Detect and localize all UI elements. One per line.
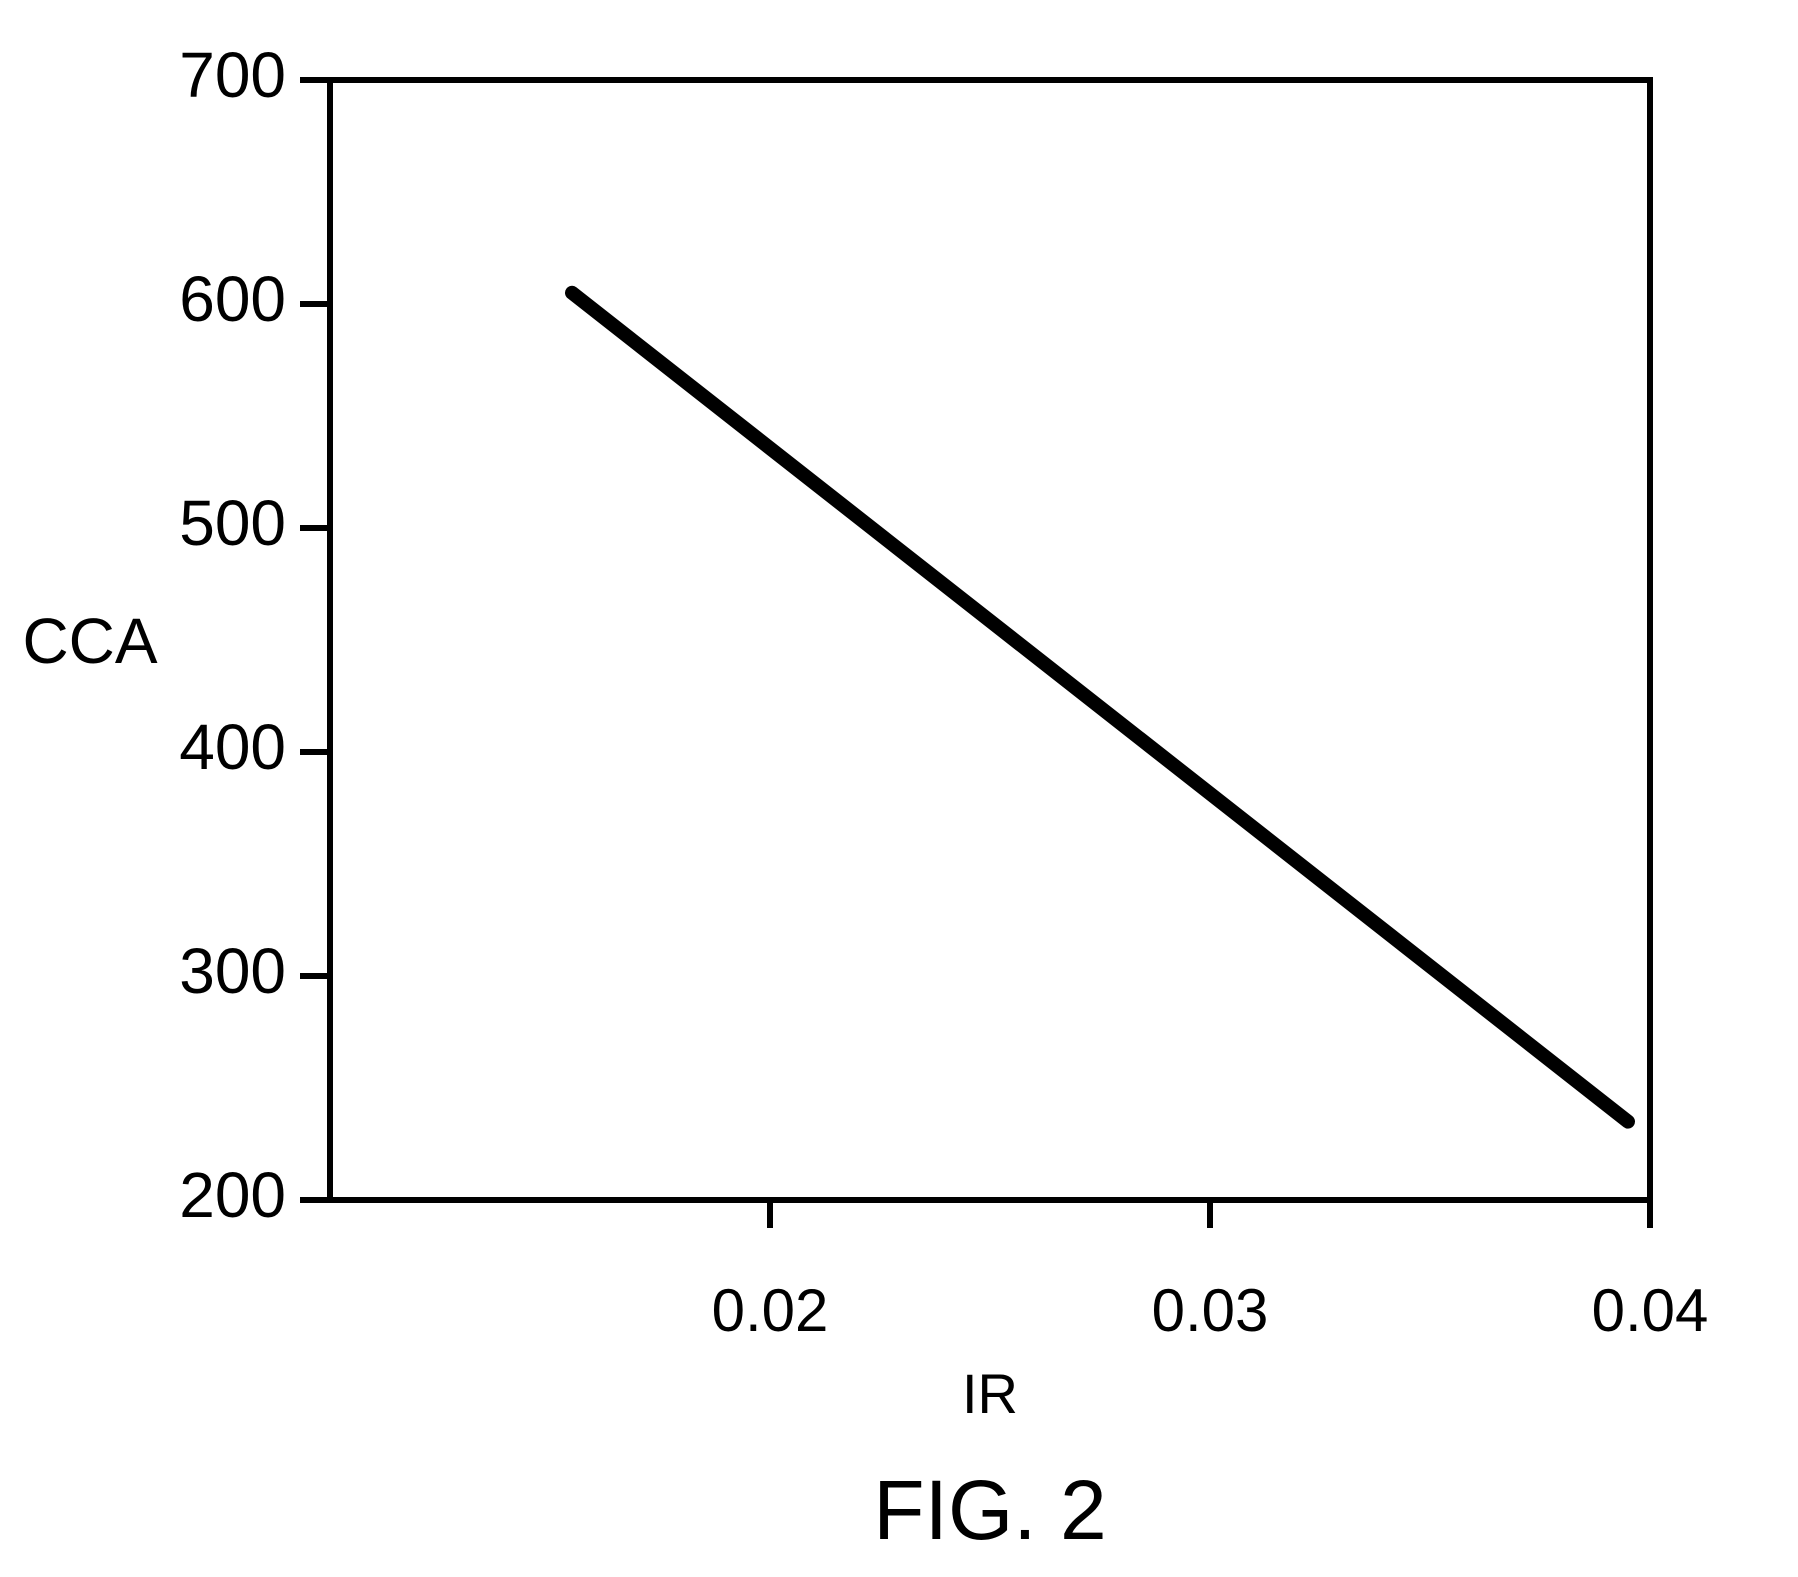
y-tick-label: 300 xyxy=(179,935,286,1007)
y-tick-label: 200 xyxy=(179,1159,286,1231)
y-tick-label: 600 xyxy=(179,263,286,335)
y-tick-label: 700 xyxy=(179,39,286,111)
y-axis-label: CCA xyxy=(22,605,157,677)
x-tick-label: 0.04 xyxy=(1592,1277,1709,1344)
figure-caption: FIG. 2 xyxy=(873,1463,1106,1557)
y-tick-label: 400 xyxy=(179,711,286,783)
x-tick-label: 0.03 xyxy=(1152,1277,1269,1344)
x-axis-label: IR xyxy=(962,1362,1018,1425)
line-chart: 200 300 400 500 600 700 0.02 0.03 0.04 CCA IR FIG. … xyxy=(0,0,1798,1577)
chart-container: 200 300 400 500 600 700 0.02 0.03 0.04 CCA IR FIG. … xyxy=(0,0,1798,1577)
x-tick-label: 0.02 xyxy=(712,1277,829,1344)
plot-border xyxy=(330,80,1650,1200)
y-tick-label: 500 xyxy=(179,487,286,559)
